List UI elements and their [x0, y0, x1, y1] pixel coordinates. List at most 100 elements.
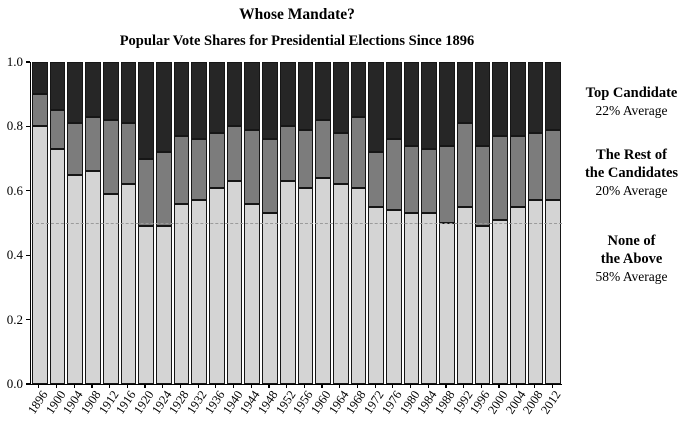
bar-1920-segment-none-of-the-above: [138, 226, 154, 384]
bar-1980-segment-none-of-the-above: [403, 213, 420, 384]
bar-1904-segment-the-rest-of-the-candidates: [67, 123, 84, 175]
bar-1940-segment-top-candidate: [226, 62, 243, 127]
bar-2000: [492, 62, 508, 384]
bar-1956-segment-top-candidate: [297, 62, 314, 130]
bar-1932-segment-the-rest-of-the-candidates: [191, 139, 208, 201]
x-tick-mark-1928: [179, 385, 182, 388]
bar-1996-segment-the-rest-of-the-candidates: [474, 145, 491, 227]
bar-2004-segment-the-rest-of-the-candidates: [509, 136, 526, 207]
bar-1912-segment-top-candidate: [102, 62, 119, 120]
bar-1948: [262, 62, 278, 384]
bar-1996-segment-top-candidate: [474, 62, 491, 146]
bar-1904: [67, 62, 84, 384]
annotation-none-of-above-line-1: None of: [607, 233, 656, 249]
bar-1936: [209, 62, 225, 384]
bar-1952: [279, 62, 296, 384]
bar-1964: [332, 62, 349, 384]
y-tick-label-0.0: 0.0: [6, 376, 23, 391]
x-tick-mark-1948: [268, 385, 270, 388]
bar-2008-segment-top-candidate: [527, 62, 544, 133]
bar-1964-segment-none-of-the-above: [332, 184, 349, 384]
bar-1900: [49, 62, 66, 384]
bar-1972-segment-top-candidate: [368, 62, 385, 153]
bar-1948-segment-the-rest-of-the-candidates: [262, 139, 278, 214]
x-tick-mark-1916: [126, 385, 128, 388]
bar-1920: [138, 62, 154, 384]
bar-1928-segment-the-rest-of-the-candidates: [173, 136, 190, 204]
bar-2000-segment-top-candidate: [492, 62, 508, 137]
plot-area: [30, 62, 562, 385]
x-tick-mark-1992: [463, 385, 465, 388]
annotation-top-candidate: Top Candidate 22% Average: [563, 84, 700, 120]
bar-1952-segment-none-of-the-above: [279, 181, 296, 384]
x-tick-mark-1956: [303, 385, 305, 388]
bar-2004-segment-none-of-the-above: [509, 206, 526, 384]
x-tick-mark-1940: [232, 385, 235, 388]
bar-1916-segment-the-rest-of-the-candidates: [120, 123, 137, 185]
bar-1976: [386, 62, 402, 384]
reference-line-50pct: [31, 223, 562, 224]
x-tick-mark-2008: [533, 385, 536, 388]
bar-1908: [85, 62, 101, 384]
bar-1944-segment-none-of-the-above: [244, 203, 261, 384]
y-tick-label-0.8: 0.8: [6, 118, 23, 134]
bar-1972-segment-none-of-the-above: [368, 206, 385, 384]
bar-1900-segment-the-rest-of-the-candidates: [49, 110, 66, 149]
bar-1912-segment-none-of-the-above: [102, 194, 119, 384]
y-tick-label-1.0: 1.0: [6, 54, 23, 69]
bar-1908-segment-the-rest-of-the-candidates: [85, 116, 101, 172]
x-tick-mark-1988: [445, 385, 447, 388]
x-tick-mark-1960: [321, 385, 323, 388]
bar-1996-segment-none-of-the-above: [474, 226, 491, 384]
bar-1924: [155, 62, 172, 384]
bar-1928-segment-top-candidate: [173, 62, 190, 137]
x-tick-mark-1900: [55, 385, 58, 388]
bar-1980-segment-the-rest-of-the-candidates: [403, 145, 420, 214]
bar-1924-segment-none-of-the-above: [155, 226, 172, 384]
bar-1920-segment-top-candidate: [138, 62, 154, 159]
y-tick-label-0.6: 0.6: [6, 182, 23, 198]
bar-1928-segment-none-of-the-above: [173, 203, 190, 384]
chart-subtitle: Popular Vote Shares for Presidential Ele…: [119, 33, 475, 49]
bar-1940: [226, 62, 243, 384]
bar-2004: [509, 62, 526, 384]
bar-1896: [32, 62, 48, 384]
bar-1992-segment-top-candidate: [456, 62, 473, 124]
y-tick-mark-0.8: [26, 125, 30, 128]
bar-2008-segment-none-of-the-above: [527, 200, 544, 384]
bar-1956-segment-none-of-the-above: [297, 187, 314, 384]
bar-1936-segment-none-of-the-above: [209, 187, 225, 384]
legend-annotations: Top Candidate 22% Average The Rest of the C…: [563, 0, 700, 431]
bar-1932-segment-top-candidate: [191, 62, 208, 140]
x-tick-mark-1984: [427, 385, 429, 388]
bar-1916-segment-none-of-the-above: [120, 184, 137, 384]
bar-1984-segment-top-candidate: [421, 62, 438, 149]
bar-1940-segment-none-of-the-above: [226, 181, 243, 384]
y-tick-label-0.4: 0.4: [6, 247, 23, 263]
bar-1908-segment-top-candidate: [85, 62, 101, 117]
bar-1964-segment-the-rest-of-the-candidates: [332, 132, 349, 185]
bar-1988: [439, 62, 455, 384]
bar-1968-segment-top-candidate: [350, 62, 367, 117]
bar-1956: [297, 62, 314, 384]
bar-1896-segment-none-of-the-above: [32, 126, 48, 384]
bar-1960: [315, 62, 331, 384]
y-tick-mark-0.2: [26, 318, 30, 321]
y-tick-mark-0.6: [26, 190, 30, 192]
x-tick-mark-1904: [73, 385, 75, 388]
bar-1924-segment-the-rest-of-the-candidates: [155, 152, 172, 227]
x-tick-mark-1932: [197, 385, 199, 388]
bar-1996: [474, 62, 491, 384]
bar-1932-segment-none-of-the-above: [191, 200, 208, 384]
bar-1900-segment-top-candidate: [49, 62, 66, 111]
x-tick-mark-1912: [109, 385, 111, 388]
bar-1900-segment-none-of-the-above: [49, 148, 66, 384]
bar-1948-segment-top-candidate: [262, 62, 278, 140]
bar-1940-segment-the-rest-of-the-candidates: [226, 126, 243, 182]
annotation-top-candidate-average: 22% Average: [595, 103, 668, 118]
bar-1968: [350, 62, 367, 384]
bar-1924-segment-top-candidate: [155, 62, 172, 153]
bar-1908-segment-none-of-the-above: [85, 171, 101, 384]
bar-1980: [403, 62, 420, 384]
bar-1964-segment-top-candidate: [332, 62, 349, 133]
